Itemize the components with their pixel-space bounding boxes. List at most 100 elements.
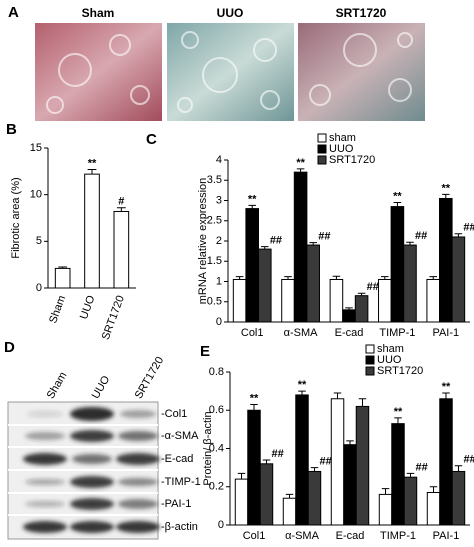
blot-separators — [8, 424, 158, 516]
error-bar — [393, 202, 402, 207]
bar — [307, 470, 322, 526]
error-bar — [394, 417, 402, 424]
band-label: -E-cad — [161, 453, 193, 465]
y-tick-label: 0 — [218, 519, 224, 531]
significance: ## — [270, 235, 282, 247]
x-tick-label: E-cad — [335, 327, 364, 339]
significance: ** — [442, 182, 451, 194]
bar — [391, 423, 405, 526]
image-label: Sham — [82, 6, 115, 20]
image-label: SRT1720 — [336, 6, 387, 20]
legend-swatch — [365, 366, 375, 376]
band-label: -PAI-1 — [161, 498, 191, 510]
error-bar — [58, 266, 68, 269]
significance: # — [118, 196, 124, 208]
y-axis-label: mRNA relative expression — [197, 178, 209, 305]
y-tick-label: 0.2 — [209, 481, 224, 493]
error-bar — [406, 241, 414, 246]
error-bar — [235, 276, 244, 280]
bar — [295, 394, 309, 526]
legend-label: SRT1720 — [377, 365, 423, 377]
bar — [354, 295, 369, 323]
significance: ** — [88, 157, 97, 169]
bar — [293, 171, 308, 323]
panel-label: E — [200, 343, 210, 360]
significance: ## — [415, 230, 427, 242]
bar — [330, 398, 345, 526]
western-blot — [7, 401, 160, 540]
significance: ## — [463, 454, 474, 466]
legend-label: UUO — [329, 143, 354, 155]
bar — [282, 497, 297, 526]
bar — [403, 476, 418, 526]
bar — [245, 208, 259, 323]
error-bar — [454, 465, 463, 472]
legend-label: SRT1720 — [329, 154, 375, 166]
bar — [342, 309, 356, 323]
legend-swatch — [365, 344, 375, 354]
significance: ## — [318, 231, 330, 243]
band-label: -α-SMA — [161, 430, 199, 442]
error-bar — [284, 276, 292, 280]
significance: ** — [442, 381, 451, 393]
bar — [257, 248, 272, 323]
error-bar — [310, 467, 319, 472]
lane-label: SRT1720 — [133, 355, 167, 401]
error-bar — [429, 276, 437, 280]
bar — [259, 463, 274, 526]
error-bar — [248, 204, 256, 209]
error-bar — [309, 242, 317, 246]
error-bar — [429, 486, 438, 493]
histology-image — [167, 23, 294, 121]
error-bar — [345, 307, 353, 310]
significance: ** — [250, 392, 259, 404]
y-tick-label: 3 — [216, 194, 222, 206]
bar — [232, 278, 247, 323]
y-axis-label: Protein/ β-actin — [202, 411, 214, 485]
blot-bands — [23, 407, 160, 533]
bar — [426, 278, 441, 323]
bar — [113, 210, 130, 289]
image-label: UUO — [217, 6, 244, 20]
error-bar — [442, 392, 450, 399]
significance: ## — [319, 456, 331, 468]
error-bar — [442, 193, 450, 199]
band-label: -TIMP-1 — [161, 476, 201, 488]
error-bar — [87, 168, 97, 175]
significance: ** — [394, 406, 403, 418]
error-bar — [285, 493, 294, 499]
bar — [390, 206, 405, 323]
x-tick-label: Col1 — [243, 530, 266, 542]
y-tick-label: 0.4 — [209, 442, 224, 454]
band-label: -Col1 — [161, 408, 187, 420]
bar — [306, 244, 320, 323]
bar — [439, 398, 453, 526]
error-bar — [261, 246, 269, 250]
bar — [54, 267, 71, 289]
legend-swatch — [365, 355, 375, 365]
y-tick-label: 4 — [216, 154, 222, 166]
error-bar — [381, 276, 389, 280]
y-tick-label: 0 — [216, 316, 222, 328]
error-bar — [358, 398, 367, 407]
bar — [439, 197, 453, 323]
x-tick-label: PAI-1 — [432, 327, 459, 339]
bar — [329, 278, 344, 323]
significance: ## — [271, 448, 283, 460]
bar — [247, 409, 261, 526]
tissue-texture — [46, 31, 413, 114]
histology-image — [35, 23, 162, 121]
x-tick-label: Col1 — [241, 327, 264, 339]
bar — [451, 236, 466, 323]
x-tick-label: E-cad — [336, 530, 365, 542]
bar — [403, 244, 417, 323]
y-tick-label: 3.5 — [207, 174, 222, 186]
x-tick-label: Sham — [47, 294, 68, 325]
bar — [343, 444, 357, 526]
significance: ## — [367, 281, 379, 293]
significance: ** — [296, 157, 305, 169]
bar — [426, 491, 441, 526]
error-bar — [346, 440, 354, 445]
error-bar — [262, 459, 271, 464]
panel-label: B — [6, 121, 17, 138]
